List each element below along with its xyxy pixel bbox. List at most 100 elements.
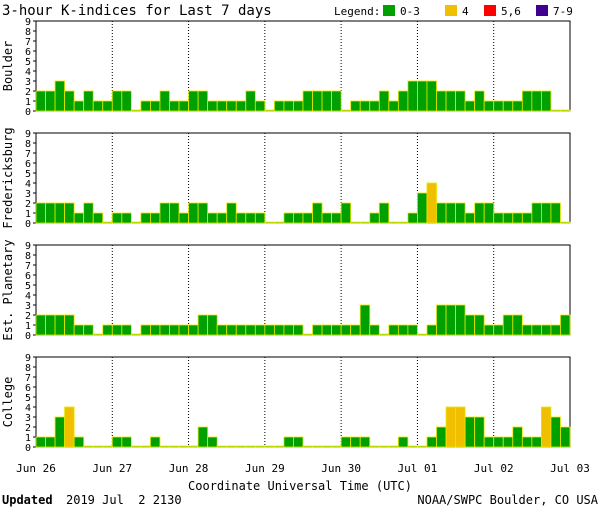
k-index-bar bbox=[550, 202, 561, 224]
k-index-bar bbox=[369, 445, 380, 448]
y-tick-label: 2 bbox=[25, 199, 31, 210]
k-index-bar bbox=[321, 90, 333, 112]
k-index-bar bbox=[178, 212, 189, 224]
k-index-bar bbox=[197, 202, 209, 224]
k-index-bar bbox=[73, 100, 85, 112]
y-tick-label: 1 bbox=[25, 433, 31, 444]
k-index-bar bbox=[302, 90, 313, 112]
k-index-bar bbox=[455, 202, 466, 224]
k-index-bar bbox=[369, 100, 380, 112]
k-index-bar bbox=[226, 100, 237, 112]
k-index-bar bbox=[226, 445, 237, 448]
k-index-bar bbox=[273, 324, 285, 336]
k-index-bar bbox=[235, 445, 247, 448]
updated-value: 2019 Jul 2 2130 bbox=[66, 493, 182, 507]
k-index-bar bbox=[455, 90, 466, 112]
k-index-bar bbox=[378, 333, 390, 336]
k-index-bar bbox=[331, 324, 342, 336]
k-index-bar bbox=[502, 212, 514, 224]
k-index-bar bbox=[436, 90, 447, 112]
k-index-bar bbox=[493, 324, 504, 336]
k-index-bar bbox=[312, 202, 323, 224]
k-index-bar bbox=[388, 445, 399, 448]
k-index-bar bbox=[388, 100, 399, 112]
k-index-bar bbox=[464, 314, 476, 336]
k-index-bar bbox=[121, 212, 132, 224]
k-index-bar bbox=[474, 314, 485, 336]
k-index-bar bbox=[426, 324, 437, 336]
k-index-bar bbox=[302, 212, 313, 224]
k-index-bar bbox=[64, 202, 75, 224]
k-index-bar bbox=[512, 212, 523, 224]
y-tick-label: 2 bbox=[25, 87, 31, 98]
panel-station-label: Fredericksburg bbox=[1, 127, 15, 228]
y-tick-label: 9 bbox=[25, 241, 31, 252]
k-index-bar bbox=[169, 445, 180, 448]
k-index-bar bbox=[502, 100, 514, 112]
y-tick-label: 3 bbox=[25, 189, 31, 200]
y-tick-label: 0 bbox=[25, 107, 31, 118]
y-tick-label: 7 bbox=[25, 261, 31, 272]
k-index-bar bbox=[73, 436, 85, 448]
y-tick-label: 5 bbox=[25, 393, 31, 404]
k-index-bar bbox=[436, 202, 447, 224]
k-index-bar bbox=[207, 314, 218, 336]
y-tick-label: 4 bbox=[25, 291, 31, 302]
k-index-bar bbox=[474, 202, 485, 224]
k-index-bar bbox=[140, 100, 151, 112]
k-index-bar bbox=[207, 436, 218, 448]
k-index-bar bbox=[159, 90, 170, 112]
k-index-bar bbox=[245, 445, 256, 448]
y-tick-label: 7 bbox=[25, 373, 31, 384]
k-index-bar bbox=[150, 436, 161, 448]
k-index-bar bbox=[45, 436, 56, 448]
k-index-bar bbox=[130, 221, 142, 224]
k-index-bar bbox=[397, 90, 409, 112]
y-tick-label: 9 bbox=[25, 353, 31, 364]
k-index-bar bbox=[254, 445, 266, 448]
k-index-bar bbox=[531, 324, 542, 336]
k-index-bar bbox=[359, 221, 371, 224]
k-index-bar bbox=[159, 202, 170, 224]
legend-swatch bbox=[445, 5, 457, 16]
k-index-bar bbox=[235, 212, 247, 224]
legend-entry-label: 7-9 bbox=[553, 5, 573, 18]
k-index-bar bbox=[331, 90, 342, 112]
k-index-bar bbox=[226, 324, 237, 336]
k-index-bar bbox=[312, 324, 323, 336]
k-index-bar bbox=[130, 109, 142, 112]
k-index-bar bbox=[92, 212, 104, 224]
k-index-bar bbox=[73, 212, 85, 224]
k-index-bar bbox=[245, 212, 256, 224]
k-index-bar bbox=[130, 445, 142, 448]
k-index-bar bbox=[388, 221, 399, 224]
k-index-bar bbox=[378, 202, 390, 224]
k-index-bar bbox=[188, 445, 199, 448]
x-tick-label: Jul 01 bbox=[398, 462, 438, 475]
k-index-bar bbox=[483, 100, 495, 112]
k-index-bar bbox=[540, 406, 552, 448]
y-tick-label: 3 bbox=[25, 413, 31, 424]
k-index-bar bbox=[417, 80, 428, 112]
k-index-bar bbox=[359, 100, 371, 112]
y-tick-label: 7 bbox=[25, 149, 31, 160]
k-index-bar bbox=[54, 314, 66, 336]
k-index-bar bbox=[483, 324, 495, 336]
k-index-bar bbox=[102, 324, 113, 336]
k-index-bar bbox=[111, 212, 123, 224]
k-index-bar bbox=[159, 445, 170, 448]
k-index-bar bbox=[273, 100, 285, 112]
k-index-bar bbox=[426, 182, 437, 224]
k-index-bar bbox=[340, 202, 352, 224]
k-index-bar bbox=[150, 100, 161, 112]
k-index-bar bbox=[321, 212, 333, 224]
k-index-bar bbox=[550, 109, 561, 112]
k-index-bar bbox=[92, 333, 104, 336]
k-index-bar bbox=[45, 202, 56, 224]
k-index-bar bbox=[512, 100, 523, 112]
k-index-bar bbox=[102, 221, 113, 224]
k-index-bar bbox=[331, 212, 342, 224]
k-index-bar bbox=[92, 100, 104, 112]
y-tick-label: 9 bbox=[25, 129, 31, 140]
k-index-bar bbox=[54, 80, 66, 112]
